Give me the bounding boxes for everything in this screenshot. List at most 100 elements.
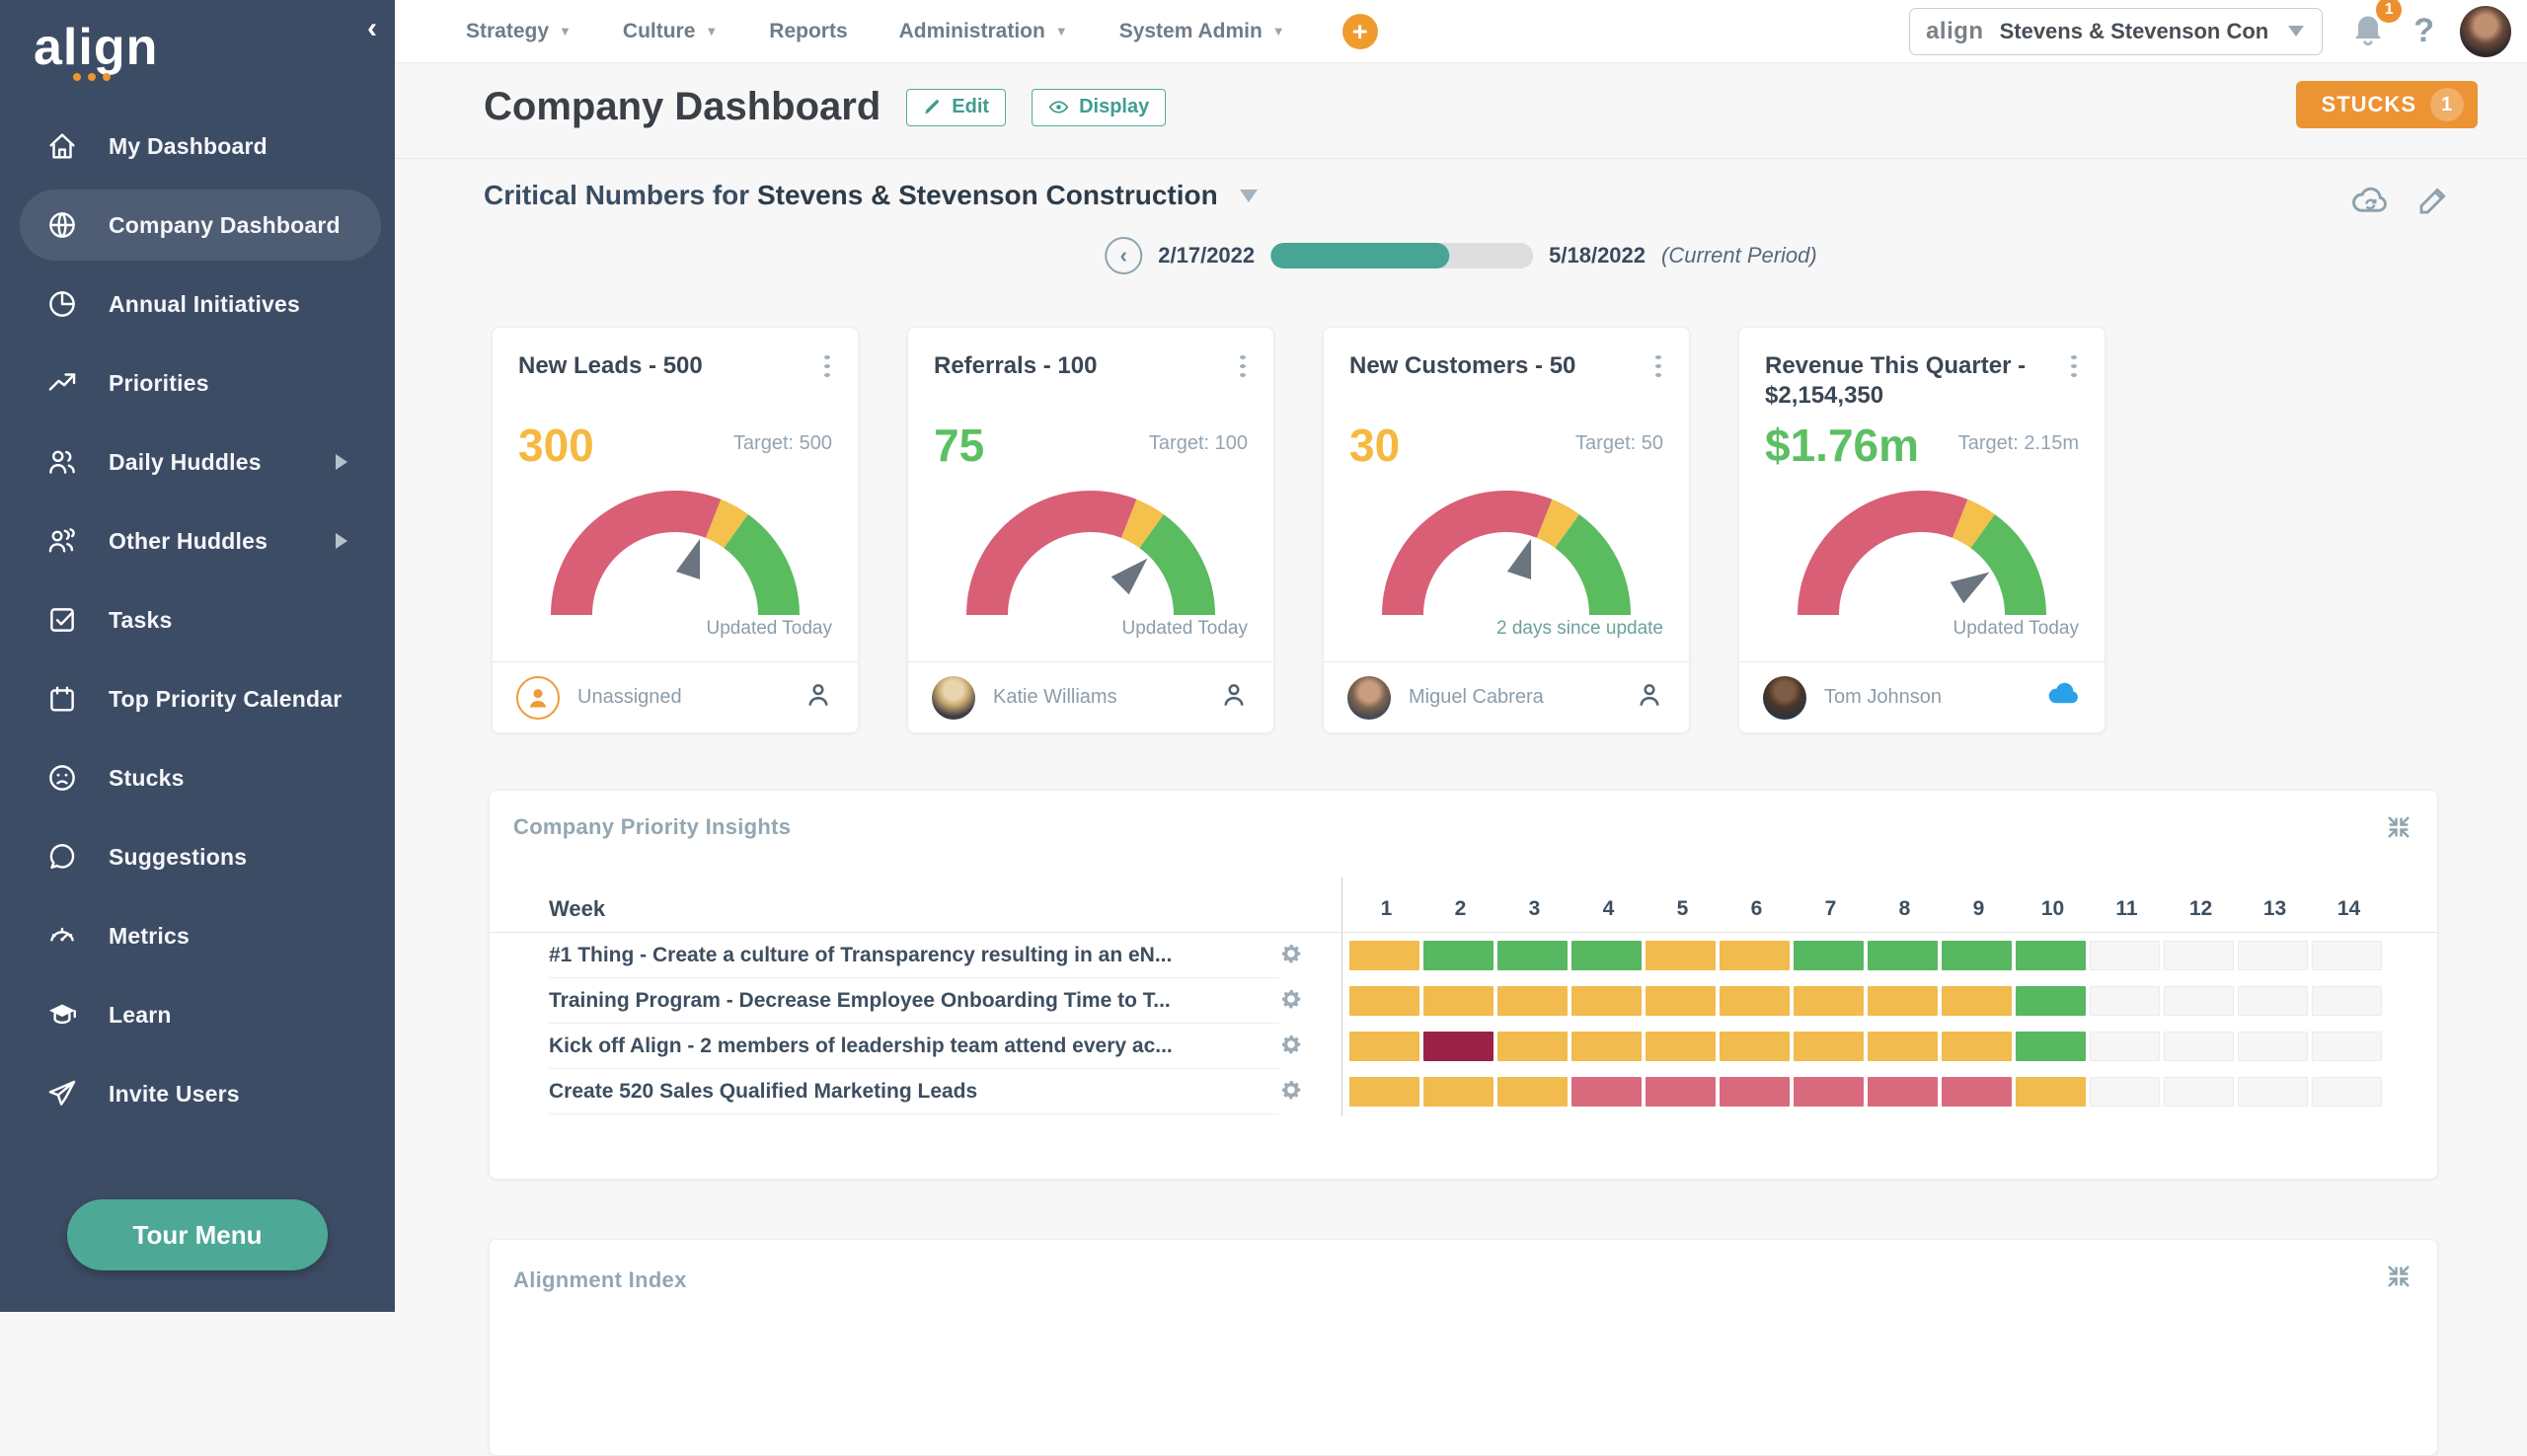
sidebar-item-learn[interactable]: Learn [0, 975, 395, 1054]
week-status-cell-empty [2164, 1032, 2234, 1061]
sidebar-item-label: Tasks [109, 606, 173, 633]
week-status-cell-yellow [1720, 986, 1790, 1016]
tour-menu-button[interactable]: Tour Menu [67, 1199, 328, 1270]
week-status-cell-yellow [1942, 1032, 2012, 1061]
edit-pencil-icon[interactable] [2416, 184, 2450, 217]
nav-item-system-admin[interactable]: System Admin ▼ [1118, 19, 1285, 42]
person-outline-icon[interactable] [1634, 679, 1665, 716]
week-status-cell-green [2016, 941, 2086, 970]
submenu-arrow-icon [336, 533, 347, 549]
person-outline-icon[interactable] [1218, 679, 1250, 716]
nav-item-reports[interactable]: Reports [769, 19, 848, 42]
week-number: 3 [1528, 896, 1541, 920]
person-outline-icon [1224, 684, 1244, 706]
week-status-cell-green [1868, 941, 1938, 970]
sidebar-item-annual-initiatives[interactable]: Annual Initiatives [0, 265, 395, 344]
sidebar-item-stucks[interactable]: Stucks [0, 738, 395, 817]
sidebar-item-my-dashboard[interactable]: My Dashboard [0, 107, 395, 186]
critical-number-card: Referrals - 100 75 Target: 100 Updated T… [907, 327, 1274, 733]
graduation-cap-icon [48, 1004, 76, 1025]
cloud-blue-icon[interactable] [2045, 677, 2081, 718]
sidebar-item-tasks[interactable]: Tasks [0, 580, 395, 659]
user-avatar[interactable] [2460, 5, 2511, 57]
sidebar-collapse-icon[interactable]: ‹ [367, 12, 377, 44]
card-target-label: Target: 2.15m [1957, 432, 2079, 454]
card-current-value: 75 [934, 420, 985, 471]
person-outline-icon[interactable] [803, 679, 834, 716]
speech-bubble-icon [49, 844, 75, 869]
gear-button[interactable] [1279, 1078, 1303, 1107]
sidebar-item-invite-users[interactable]: Invite Users [0, 1054, 395, 1133]
nav-item-strategy[interactable]: Strategy ▼ [466, 19, 572, 42]
gear-button[interactable] [1279, 1033, 1303, 1061]
sidebar-item-label: Learn [109, 1001, 172, 1028]
critical-numbers-header: Critical Numbers for Stevens & Stevenson… [484, 180, 1258, 211]
sidebar-item-metrics[interactable]: Metrics [0, 896, 395, 975]
edit-button[interactable]: Edit [906, 88, 1007, 126]
week-status-cell-red [1646, 1077, 1716, 1107]
nav-item-administration[interactable]: Administration ▼ [898, 19, 1068, 42]
sidebar-item-company-dashboard[interactable]: Company Dashboard [0, 186, 395, 265]
week-status-cell-empty [2238, 986, 2308, 1016]
pie-chart-icon [49, 291, 75, 317]
globe-icon [49, 212, 75, 238]
gear-button[interactable] [1279, 942, 1303, 970]
week-number: 11 [2115, 896, 2138, 920]
card-update-status: 2 days since update [1495, 618, 1663, 639]
week-status-cell-red [1942, 1077, 2012, 1107]
week-number: 14 [2336, 896, 2361, 920]
insights-table: Week 1 2 3 4 5 6 7 8 9 10 11 12 13 14 #1 Thing - Creat… [490, 878, 2437, 1116]
period-navigator: ‹ 2/17/2022 5/18/2022 (Current Period) [1105, 237, 1817, 274]
sidebar-item-suggestions[interactable]: Suggestions [0, 817, 395, 896]
chevron-down-icon: ▼ [1271, 24, 1285, 38]
period-start-date: 2/17/2022 [1158, 243, 1256, 268]
cloud-sync-icon[interactable] [2351, 184, 2389, 217]
week-status-cell-green [1423, 941, 1493, 970]
week-number: 8 [1898, 896, 1911, 920]
previous-period-button[interactable]: ‹ [1105, 237, 1143, 274]
owner-name: Katie Williams [993, 686, 1117, 708]
company-selector[interactable]: align Stevens & Stevenson Con [1909, 7, 2324, 55]
week-status-cell-red [1794, 1077, 1864, 1107]
add-button[interactable]: + [1341, 13, 1378, 49]
gear-button[interactable] [1279, 987, 1303, 1016]
gauge-chart [1798, 491, 2046, 616]
chevron-down-icon[interactable] [1239, 189, 1258, 202]
card-menu-button[interactable] [1653, 351, 1663, 381]
card-menu-button[interactable] [822, 351, 832, 381]
table-separator [1341, 878, 1342, 1116]
company-selector-value: Stevens & Stevenson Con [1999, 18, 2269, 43]
card-update-status: Updated Today [1121, 618, 1248, 639]
owner-avatar [516, 675, 560, 720]
week-status-cell-yellow [1349, 986, 1419, 1016]
section-actions [2351, 184, 2450, 217]
week-number: 13 [2262, 896, 2287, 920]
card-menu-button[interactable] [2069, 351, 2079, 381]
week-status-cell-yellow [1349, 941, 1419, 970]
sidebar-item-label: Company Dashboard [109, 211, 341, 238]
gauge-chart [1382, 491, 1631, 616]
sidebar-item-other-huddles[interactable]: Other Huddles [0, 501, 395, 580]
card-target-label: Target: 100 [1148, 432, 1248, 454]
nav-item-culture[interactable]: Culture ▼ [622, 19, 719, 42]
stucks-button[interactable]: STUCKS 1 [2295, 81, 2478, 128]
help-button[interactable]: ? [2413, 12, 2434, 49]
sidebar-item-top-priority-calendar[interactable]: Top Priority Calendar [0, 659, 395, 738]
card-footer: Miguel Cabrera [1324, 661, 1689, 732]
notifications-button[interactable]: 1 [2348, 0, 2403, 53]
page-head: Company Dashboard Edit Display [484, 85, 1167, 129]
card-menu-button[interactable] [1238, 351, 1248, 381]
sidebar-item-daily-huddles[interactable]: Daily Huddles [0, 422, 395, 501]
week-number: 4 [1602, 896, 1615, 920]
sidebar-item-priorities[interactable]: Priorities [0, 344, 395, 422]
week-status-cell-yellow [1646, 1032, 1716, 1061]
owner-avatar [1347, 675, 1391, 720]
display-button[interactable]: Display [1032, 88, 1167, 126]
critical-number-card: New Customers - 50 30 Target: 50 2 days … [1323, 327, 1690, 733]
collapse-icon[interactable] [2384, 812, 2413, 842]
align-logo: align [34, 19, 159, 76]
week-status-cell-empty [2238, 1032, 2308, 1061]
week-status-cell-empty [2090, 1032, 2160, 1061]
week-status-cell-yellow [1646, 986, 1716, 1016]
collapse-icon[interactable] [2384, 1262, 2413, 1291]
